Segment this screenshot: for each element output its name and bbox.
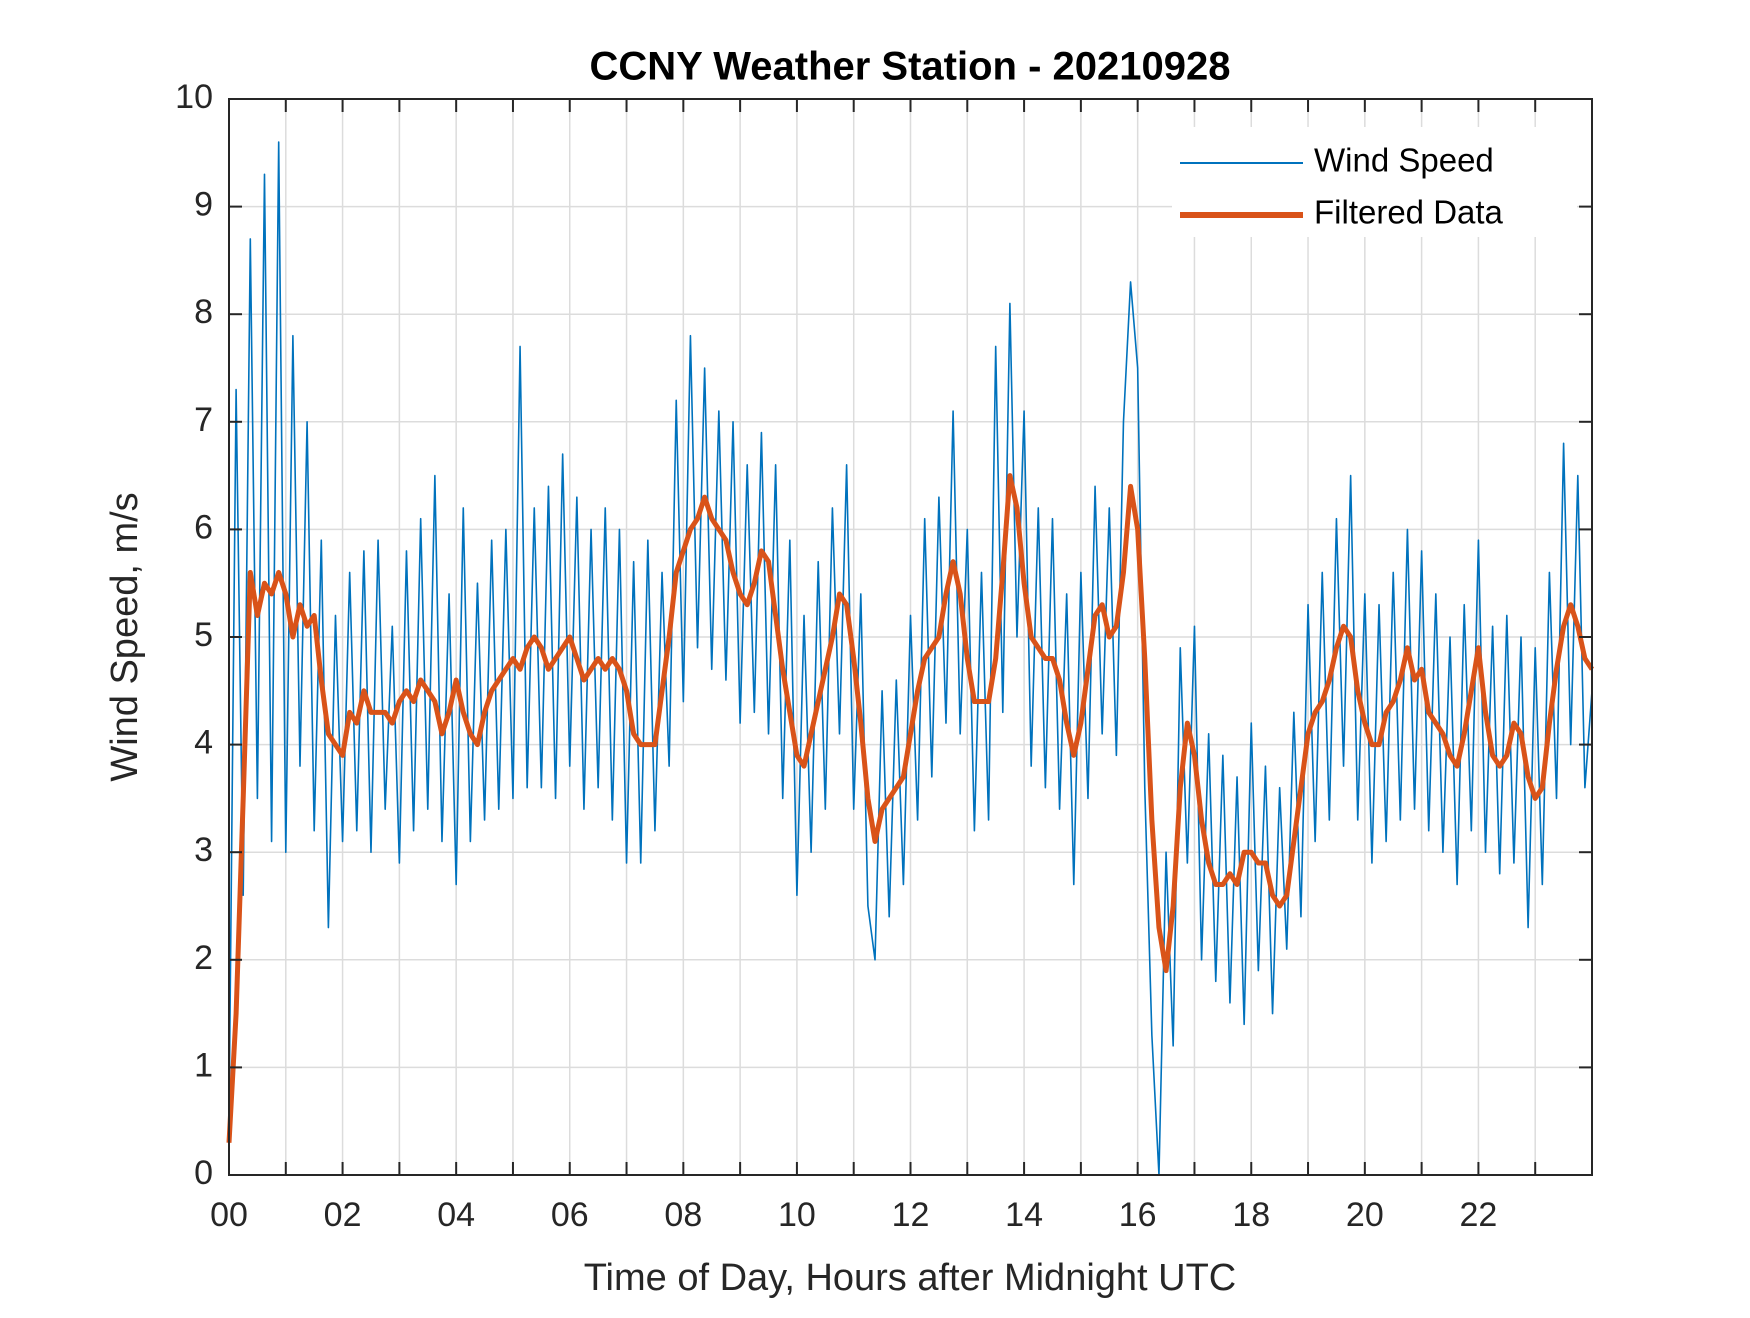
y-tick-label: 9 <box>194 186 213 224</box>
y-tick-label: 7 <box>194 401 213 439</box>
x-tick-label: 06 <box>551 1196 589 1234</box>
x-tick-label: 04 <box>437 1196 475 1234</box>
y-tick-label: 1 <box>194 1046 213 1084</box>
chart-title: CCNY Weather Station - 20210928 <box>590 45 1231 89</box>
y-tick-label: 10 <box>175 78 213 116</box>
y-axis-label: Wind Speed, m/s <box>104 492 146 781</box>
x-tick-label: 00 <box>210 1196 248 1234</box>
legend-label: Wind Speed <box>1314 142 1494 179</box>
x-tick-label: 22 <box>1460 1196 1498 1234</box>
x-tick-label: 12 <box>892 1196 930 1234</box>
legend-box <box>1172 127 1577 237</box>
legend-label: Filtered Data <box>1314 194 1504 231</box>
x-tick-label: 16 <box>1119 1196 1157 1234</box>
x-tick-label: 14 <box>1005 1196 1043 1234</box>
y-tick-label: 2 <box>194 939 213 977</box>
y-tick-label: 0 <box>194 1154 213 1192</box>
data-line <box>226 473 1595 1143</box>
x-tick-label: 08 <box>664 1196 702 1234</box>
x-tick-label: 02 <box>324 1196 362 1234</box>
y-tick-label: 3 <box>194 831 213 869</box>
x-axis-label: Time of Day, Hours after Midnight UTC <box>584 1257 1237 1299</box>
y-tick-label: 5 <box>194 616 213 654</box>
y-tick-label: 4 <box>194 724 213 762</box>
data-line <box>228 141 1593 1176</box>
y-tick-label: 6 <box>194 508 213 546</box>
x-tick-label: 18 <box>1232 1196 1270 1234</box>
x-tick-label: 20 <box>1346 1196 1384 1234</box>
x-tick-label: 10 <box>778 1196 816 1234</box>
y-tick-label: 8 <box>194 293 213 331</box>
